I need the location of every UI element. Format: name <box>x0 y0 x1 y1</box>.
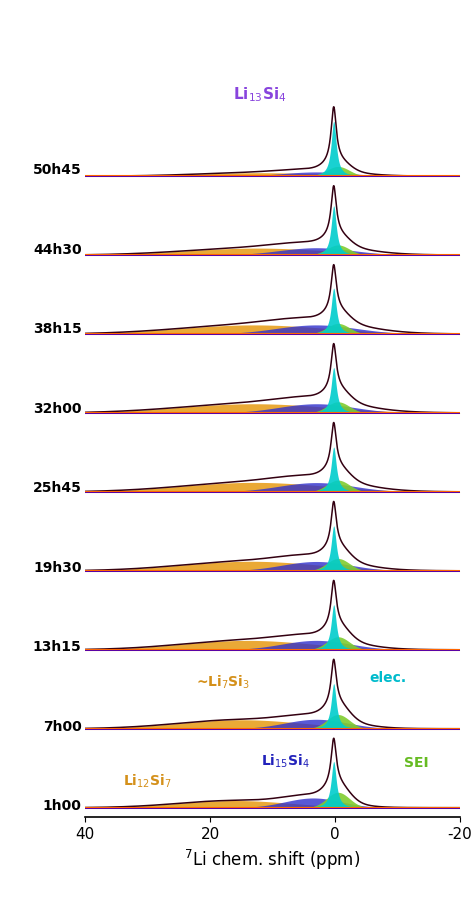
Text: 50h45: 50h45 <box>33 163 82 177</box>
Text: 1h00: 1h00 <box>43 799 82 814</box>
Text: Li$_{15}$Si$_4$: Li$_{15}$Si$_4$ <box>261 753 310 770</box>
Text: SEI: SEI <box>404 756 428 770</box>
Text: Li$_{13}$Si$_4$: Li$_{13}$Si$_4$ <box>233 85 287 103</box>
Text: 32h00: 32h00 <box>33 401 82 416</box>
Text: 44h30: 44h30 <box>33 242 82 257</box>
Text: 7h00: 7h00 <box>43 719 82 734</box>
Text: ~Li$_7$Si$_3$: ~Li$_7$Si$_3$ <box>195 674 250 691</box>
Text: 13h15: 13h15 <box>33 640 82 654</box>
Text: 38h15: 38h15 <box>33 322 82 336</box>
Text: Li$_{12}$Si$_7$: Li$_{12}$Si$_7$ <box>123 773 172 790</box>
X-axis label: $^{7}$Li chem. shift (ppm): $^{7}$Li chem. shift (ppm) <box>184 848 361 872</box>
Text: 19h30: 19h30 <box>33 560 82 575</box>
Text: elec.: elec. <box>369 671 407 684</box>
Text: 25h45: 25h45 <box>33 481 82 495</box>
